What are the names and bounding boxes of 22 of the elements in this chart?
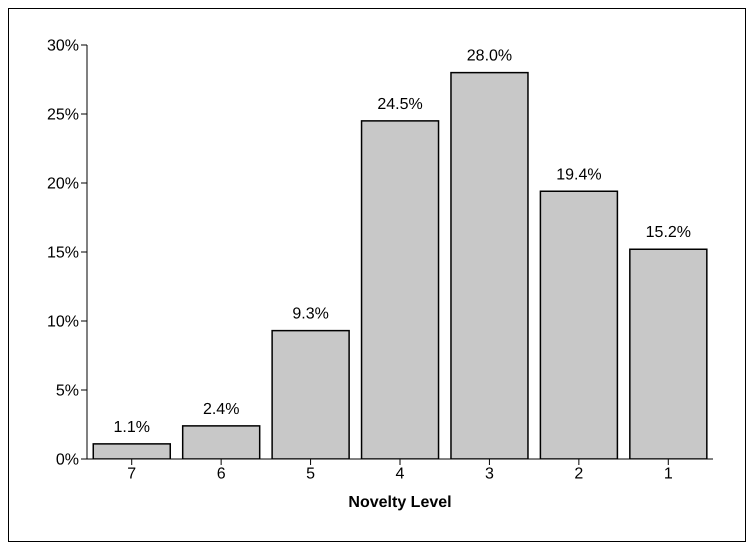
- x-tick-label: 4: [396, 465, 405, 482]
- x-axis-title: Novelty Level: [348, 494, 452, 511]
- data-label: 24.5%: [377, 96, 423, 113]
- data-label: 19.4%: [556, 166, 602, 184]
- x-tick-label: 3: [484, 465, 494, 482]
- x-tick-label: 6: [216, 465, 226, 482]
- x-tick-label: 2: [574, 465, 584, 482]
- data-label: 1.1%: [114, 418, 150, 436]
- y-tick-label: 0%: [56, 452, 79, 469]
- x-tick-label: 7: [127, 465, 136, 482]
- y-tick-label: 25%: [46, 106, 79, 124]
- data-label: 28.0%: [466, 48, 512, 65]
- x-tick-label: 5: [306, 465, 316, 482]
- data-label: 9.3%: [292, 306, 329, 323]
- x-tick-label: 1: [664, 465, 673, 482]
- y-tick-label: 30%: [46, 38, 79, 55]
- y-tick-label: 10%: [46, 314, 79, 331]
- y-tick-label: 20%: [46, 176, 79, 193]
- y-tick-label: 5%: [56, 382, 79, 400]
- data-label: 2.4%: [202, 400, 240, 418]
- data-label: 15.2%: [646, 224, 692, 242]
- y-tick-label: 15%: [46, 244, 79, 262]
